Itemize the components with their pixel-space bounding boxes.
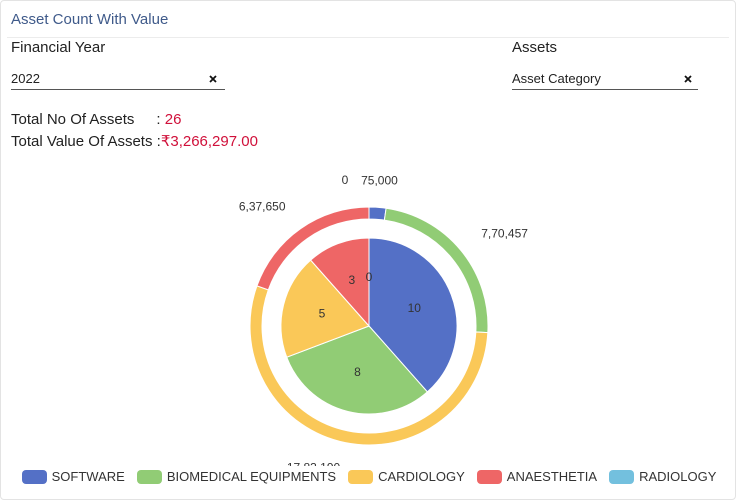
ring-label: 0 [342,173,349,187]
legend: SOFTWARE BIOMEDICAL EQUIPMENTS CARDIOLOGY A… [1,469,736,484]
legend-item[interactable]: RADIOLOGY [609,469,716,484]
filter-value: 2022 [11,71,40,86]
summary-label: Total No Of Assets [11,111,135,128]
legend-swatch [348,469,374,484]
slice-label: 3 [348,273,355,287]
filter-label: Financial Year [11,39,106,56]
summary-value: 26 [164,111,182,128]
legend-label: CARDIOLOGY [378,469,465,484]
legend-item[interactable]: SOFTWARE [21,469,125,484]
legend-item[interactable]: BIOMEDICAL EQUIPMENTS [136,469,337,484]
pie-slice [286,325,429,415]
clear-icon[interactable] [684,75,692,83]
filter-label: Assets [512,39,558,56]
ring-segment [256,206,370,291]
ring-label: 17,83,190 [287,460,341,466]
legend-swatch [21,469,47,484]
summary-label: Total Value Of Assets [11,133,153,150]
pie-slice [280,259,370,358]
separator: : [156,111,161,128]
filter-field[interactable]: 2022 [11,69,225,90]
summary-row: Total Value Of Assets :₹3,266,297.00 [11,132,258,150]
slice-label: 5 [319,307,326,321]
clear-icon[interactable] [209,75,217,83]
pie-slice [309,237,370,328]
ring-label: 75,000 [361,174,398,188]
legend-item[interactable]: CARDIOLOGY [348,469,465,484]
slice-label: 10 [408,301,422,315]
summary-value: ₹3,266,297.00 [160,133,258,150]
card-title: Asset Count With Value [11,11,169,28]
ring-label: 6,37,650 [239,200,286,214]
legend-swatch [476,469,502,484]
legend-label: ANAESTHETIA [506,469,598,484]
legend-label: BIOMEDICAL EQUIPMENTS [166,469,337,484]
legend-item[interactable]: ANAESTHETIA [476,469,598,484]
legend-swatch [609,469,635,484]
legend-label: SOFTWARE [51,469,125,484]
slice-label: 8 [354,365,361,379]
filter-value: Asset Category [512,71,601,86]
pie-slice [368,237,458,393]
filter-field[interactable]: Asset Category [512,69,698,90]
divider [7,37,729,38]
separator: : [156,133,161,150]
slice-label: 0 [366,270,373,284]
ring-segment [368,206,387,221]
summary-row: Total No Of Assets: 26 [11,111,181,128]
legend-swatch [136,469,162,484]
legend-label: RADIOLOGY [639,469,717,484]
ring-label: 7,70,457 [481,226,528,240]
